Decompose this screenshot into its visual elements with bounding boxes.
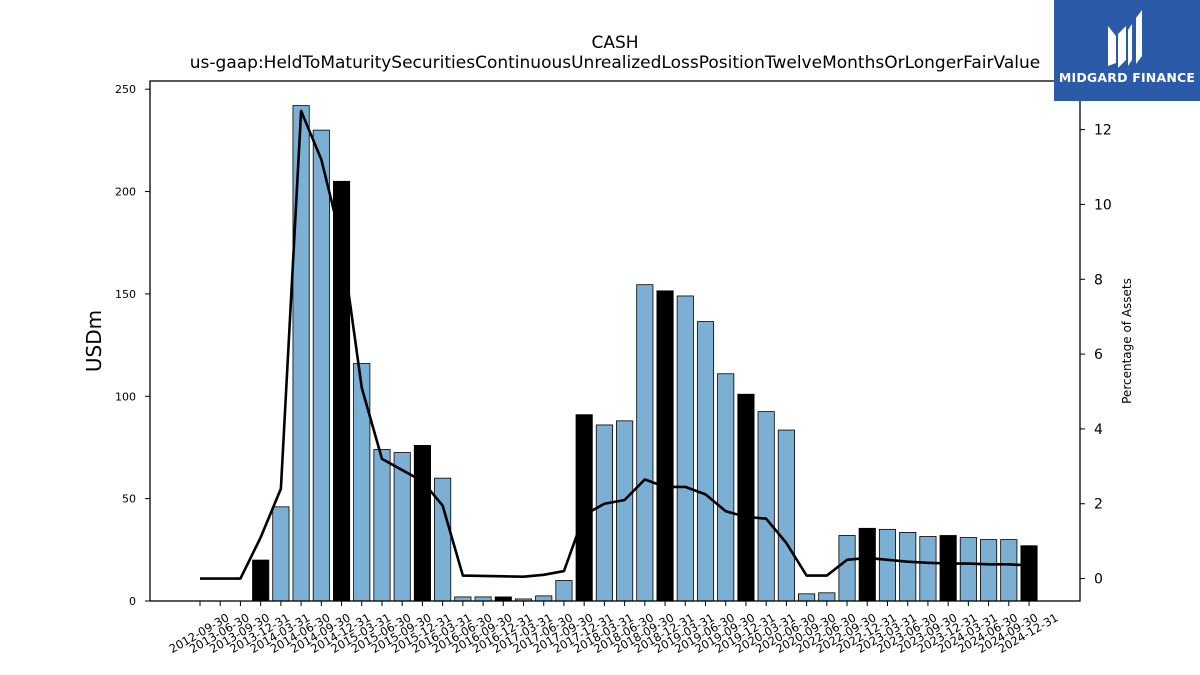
bar-2019-09-30 [717,373,735,602]
bar-2020-09-30 [798,593,816,602]
bar-2018-06-30 [616,420,634,602]
bar-2014-09-30 [312,129,330,602]
y2-tick-label: 0 [1094,572,1103,588]
line-series [200,109,1030,580]
bar-2020-03-31 [757,411,775,602]
bar-2022-06-30 [818,592,836,602]
brand-name: MIDGARD FINANCE [1058,70,1196,85]
y-axis-left: 0 50 100 150 200 250 [115,83,150,608]
bar-2019-06-30 [696,321,715,602]
y2-axis-label: Percentage of Assets [1120,278,1134,404]
bar-2015-12-31 [413,445,431,602]
bar-2023-12-31 [939,535,957,602]
y2-tick-label: 12 [1094,123,1112,139]
plot-frame [149,80,1081,602]
bar-2016-03-31 [434,477,452,602]
brand-logo: MIDGARD FINANCE [1054,0,1200,101]
y2-tick-label: 8 [1094,272,1103,288]
bar-2017-06-30 [535,595,553,602]
bar-2014-03-31 [272,506,290,602]
bar-2018-12-31 [656,290,674,602]
bar-2017-12-31 [575,414,593,602]
y-tick-label: 100 [115,390,136,403]
bar-2023-06-30 [899,532,917,602]
bar-2013-12-31 [252,559,270,602]
y-axis-label: USDm [82,310,106,372]
x-axis: 2012-09-302013-06-302013-09-302013-12-31… [167,601,1061,656]
y2-tick-label: 10 [1094,197,1112,213]
y-tick-label: 50 [122,493,136,506]
bar-2024-12-31 [1020,545,1038,602]
bar-2022-12-31 [858,527,876,602]
bar-2023-03-31 [878,528,897,602]
y-tick-label: 0 [129,595,136,608]
y2-tick-label: 4 [1094,422,1103,438]
y2-tick-label: 2 [1094,497,1103,513]
bar-2022-09-30 [838,535,856,602]
bar-2015-09-30 [393,452,411,602]
bar-2014-06-30 [292,105,310,602]
y-tick-label: 150 [115,288,136,301]
bar-2015-03-31 [353,363,371,602]
bar-2018-03-31 [595,424,613,602]
bar-2024-03-31 [959,537,977,602]
midgard-logo-icon [1108,10,1142,68]
bar-2023-09-30 [919,536,937,602]
bar-2015-06-30 [373,449,391,602]
percentage-line [200,109,1030,580]
chart-subtitle: us-gaap:HeldToMaturitySecuritiesContinuo… [190,53,1040,73]
y-axis-right: 0 2 4 6 8 10 12 [1080,123,1112,588]
bar-2019-12-31 [737,393,755,602]
y2-tick-label: 6 [1094,347,1103,363]
bar-2020-06-30 [777,429,795,602]
chart-title: CASH [591,33,638,53]
y-tick-label: 250 [115,83,136,96]
bar-2024-06-30 [980,539,998,602]
bar-series [252,105,1038,602]
bar-2019-03-31 [676,295,694,602]
bar-2018-09-30 [636,284,654,602]
y-tick-label: 200 [115,186,136,199]
bar-2024-09-30 [1000,539,1018,602]
bar-2017-09-30 [555,580,573,602]
